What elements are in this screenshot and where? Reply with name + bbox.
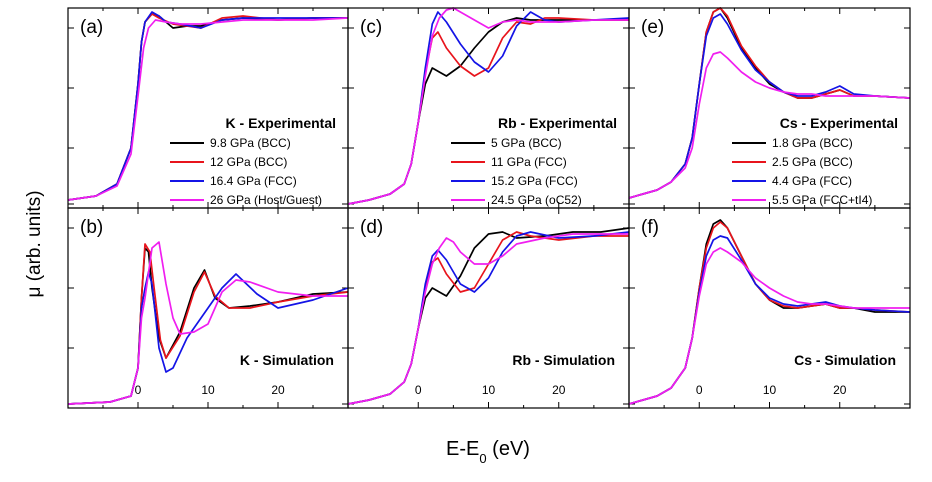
panel-letter: (c): [360, 17, 382, 38]
series-line-f-2_5: [628, 221, 911, 405]
series-line-e-1_8: [628, 7, 911, 199]
legend-label: 11 GPa (FCC): [491, 155, 567, 169]
legend-label: 26 GPa (Host/Guest): [210, 193, 322, 207]
legend-label: 9.8 GPa (BCC): [210, 136, 291, 150]
panel-title: Rb - Experimental: [498, 115, 617, 131]
panel-title: Rb - Simulation: [512, 352, 615, 368]
panel-letter: (b): [80, 217, 103, 238]
panel-f: 0 10 20 (f) Cs - Simulation: [628, 207, 911, 409]
series-line-f-4_4: [628, 235, 911, 405]
series-line-a-26: [67, 17, 349, 201]
x-tick-label: 0: [135, 383, 142, 397]
legend-label: 4.4 GPa (FCC): [772, 174, 852, 188]
panel-letter: (d): [360, 217, 383, 238]
x-tick-label: 20: [271, 383, 285, 397]
x-tick-label: 10: [201, 383, 215, 397]
panel-frame: [347, 207, 630, 409]
series-line-c-24_5: [347, 7, 629, 205]
panel-letter: (a): [80, 17, 103, 38]
panel-frame: [347, 7, 630, 209]
series-line-c-15_2: [347, 11, 630, 205]
panel-title: Cs - Experimental: [780, 115, 898, 131]
legend-label: 15.2 GPa (FCC): [491, 174, 578, 188]
x-tick-label: 10: [763, 383, 777, 397]
series-line-f-5_5: [628, 247, 910, 405]
legend-label: 12 GPa (BCC): [210, 155, 287, 169]
series-line-b-26: [67, 241, 348, 405]
panel-frame: [67, 7, 349, 209]
series-line-c-5: [347, 17, 629, 205]
panel-letter: (e): [641, 17, 664, 38]
series-line-d-15_2: [347, 231, 630, 405]
x-tick-label: 20: [552, 383, 566, 397]
panel-d: 0 10 20 (d) Rb - Simulation: [347, 207, 630, 409]
panel-b: 0 10 20 (b) K - Simulation: [67, 207, 349, 409]
series-line-e-2_5: [628, 7, 911, 199]
series-line-a-12: [67, 13, 348, 201]
series-line-e-5_5: [628, 51, 911, 199]
series-line-d-11: [347, 231, 629, 405]
series-line-e-4_4: [628, 13, 911, 199]
panel-e: (e) Cs - Experimental 1.8 GPa (BCC) 2.5 GPa…: [628, 7, 911, 209]
x-axis-label: E-E0 (eV): [446, 438, 530, 466]
y-axis-label: μ (arb. units): [24, 190, 45, 297]
x-tick-label: 0: [696, 383, 703, 397]
panel-frame: [628, 7, 911, 209]
panel-title: K - Experimental: [226, 115, 336, 131]
legend-label: 24.5 GPa (oC52): [491, 193, 582, 207]
series-line-d-5: [347, 227, 630, 405]
series-line-d-24_5: [347, 233, 629, 405]
x-tick-label: 10: [482, 383, 496, 397]
legend-label: 1.8 GPa (BCC): [772, 136, 853, 150]
legend-label: 2.5 GPa (BCC): [772, 155, 853, 169]
series-line-b-9_8: [67, 247, 349, 405]
x-tick-label: 0: [415, 383, 422, 397]
panel-a: (a) K - Experimental 9.8 GPa (BCC) 12 GPa (…: [67, 7, 349, 209]
series-line-a-9_8: [67, 13, 348, 201]
series-line-f-1_8: [628, 219, 910, 405]
legend-label: 16.4 GPa (FCC): [210, 174, 297, 188]
panel-title: K - Simulation: [240, 352, 334, 368]
panel-letter: (f): [641, 217, 659, 238]
x-tick-label: 20: [833, 383, 847, 397]
panel-title: Cs - Simulation: [794, 352, 896, 368]
series-line-c-11: [347, 17, 629, 205]
legend-label: 5 GPa (BCC): [491, 136, 562, 150]
panel-frame: [628, 207, 911, 409]
series-line-a-16_4: [67, 11, 348, 201]
panel-c: (c) Rb - Experimental 5 GPa (BCC) 11 GPa (F…: [347, 7, 630, 209]
legend-label: 5.5 GPa (FCC+tI4): [772, 193, 872, 207]
